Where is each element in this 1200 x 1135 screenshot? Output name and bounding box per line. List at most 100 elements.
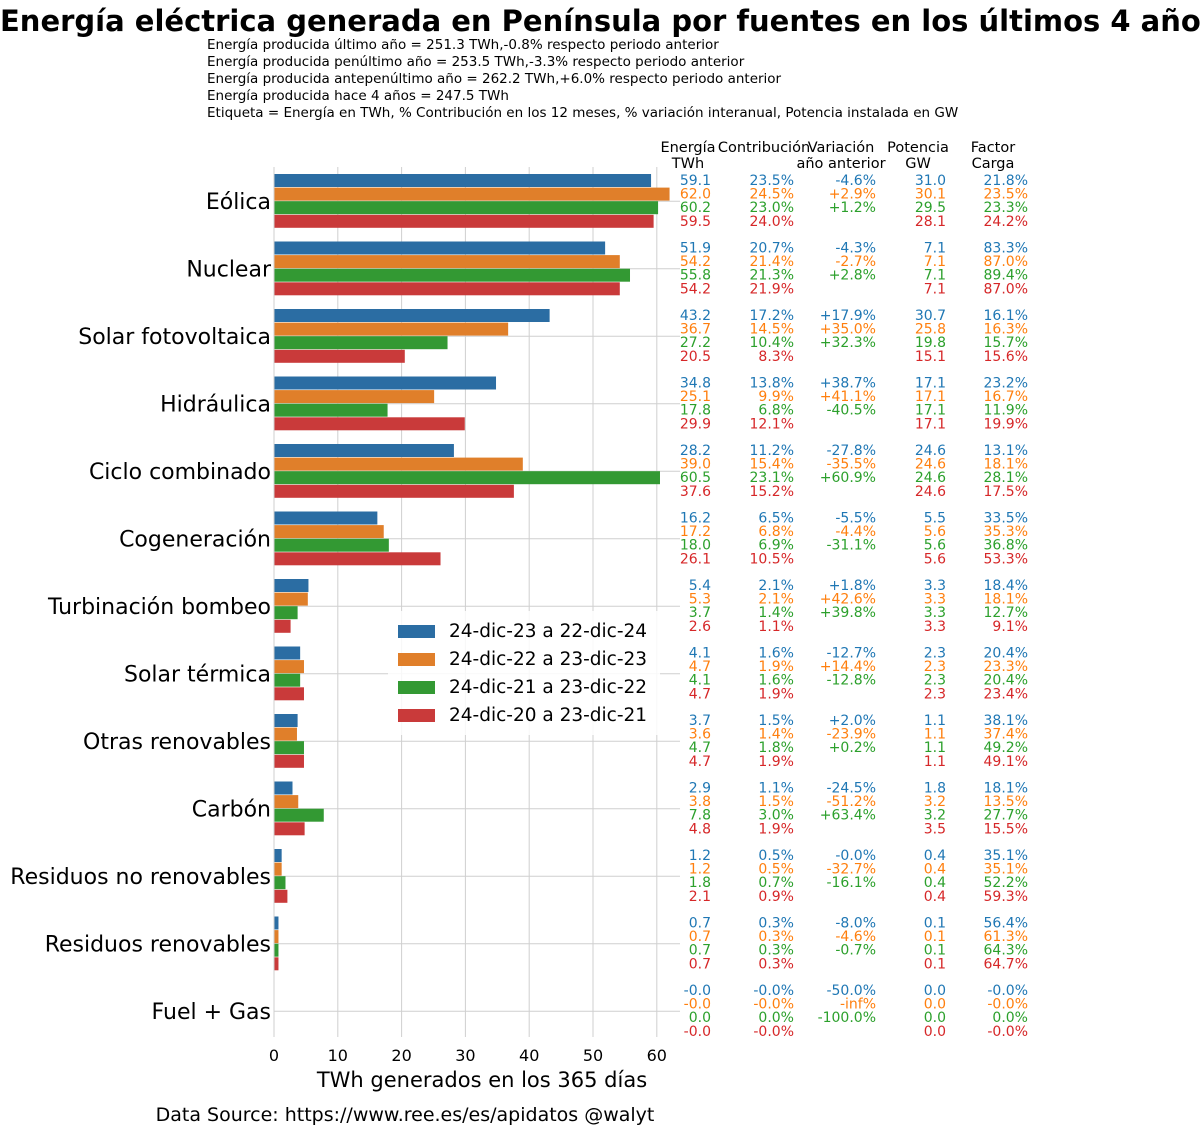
value-label: 15.5% (984, 821, 1028, 837)
legend-label: 24-dic-22 a 23-dic-23 (449, 648, 648, 670)
column-header: Variación (808, 140, 875, 156)
value-label: 19.8 (915, 335, 946, 351)
bar (274, 538, 389, 552)
value-label: 7.1 (924, 241, 946, 257)
subtitle-line: Energía producida último año = 251.3 TWh… (207, 37, 719, 53)
value-label: -50.0% (826, 983, 876, 999)
value-label: 60.5 (680, 470, 711, 486)
value-label: 29.5 (915, 200, 946, 216)
bar (274, 525, 384, 539)
bar (274, 268, 631, 282)
category-label: Fuel + Gas (152, 1000, 271, 1025)
value-label: 2.1% (758, 592, 794, 608)
column-header: Factor (971, 140, 1015, 156)
value-label: 3.6 (689, 727, 711, 743)
bar (274, 849, 282, 862)
bar (274, 754, 304, 768)
value-label: +39.8% (820, 605, 876, 621)
value-label: 15.4% (750, 457, 794, 473)
value-label: 6.5% (758, 511, 794, 527)
value-label: 0.1 (924, 956, 946, 972)
bar (274, 552, 441, 566)
category-label: Turbinación bombeo (47, 595, 271, 620)
chart-title: Energía eléctrica generada en Península … (0, 4, 1200, 38)
legend-label: 24-dic-20 a 23-dic-21 (449, 704, 648, 726)
value-label: 0.5% (758, 848, 794, 864)
category-label: Residuos renovables (45, 933, 271, 958)
value-label: 3.3 (924, 619, 946, 635)
bar (274, 174, 652, 187)
value-label: 37.4% (984, 727, 1028, 743)
value-label: 3.0% (758, 808, 794, 824)
value-label: -0.0% (987, 997, 1028, 1013)
value-label: 0.7 (689, 929, 711, 945)
bar (274, 943, 279, 957)
subtitle-line: Etiqueta = Energía en TWh, % Contribució… (207, 105, 959, 121)
legend-label: 24-dic-21 a 23-dic-22 (449, 676, 648, 698)
value-label: 23.3% (984, 659, 1028, 675)
value-label: 6.8% (758, 524, 794, 540)
value-label: -23.9% (826, 727, 876, 743)
value-label: 3.5 (924, 821, 946, 837)
value-label: 1.8 (689, 875, 711, 891)
value-label: 23.0% (750, 200, 794, 216)
value-label: 0.7% (758, 875, 794, 891)
value-label: +17.9% (820, 308, 876, 324)
value-label: -0.7% (835, 943, 876, 959)
x-tick-label: 0 (269, 1046, 279, 1065)
value-label: 17.2% (750, 308, 794, 324)
value-label: 39.0 (680, 457, 711, 473)
value-label: 35.3% (984, 524, 1028, 540)
value-label: -8.0% (835, 916, 876, 932)
value-label: -0.0% (753, 1024, 794, 1040)
value-label: 49.1% (984, 754, 1028, 770)
value-label: -24.5% (826, 781, 876, 797)
value-label: -5.5% (835, 511, 876, 527)
bar (274, 471, 660, 485)
value-label: 1.1% (758, 781, 794, 797)
value-label: 0.3% (758, 956, 794, 972)
value-label: +14.4% (820, 659, 876, 675)
value-label: -12.8% (826, 673, 876, 689)
x-tick-label: 20 (391, 1046, 411, 1065)
category-label: Nuclear (186, 258, 272, 283)
value-label: 24.6 (915, 470, 946, 486)
value-label: 0.1 (924, 929, 946, 945)
value-label: -inf% (840, 997, 876, 1013)
legend-item: 24-dic-21 a 23-dic-22 (398, 673, 647, 701)
data-source: Data Source: https://www.ree.es/es/apida… (155, 1104, 655, 1126)
value-label: 1.5% (758, 794, 794, 810)
bar (274, 889, 288, 903)
value-label: 87.0% (984, 281, 1028, 297)
value-label: 6.9% (758, 538, 794, 554)
value-label: 19.9% (984, 416, 1028, 432)
value-label: 13.1% (984, 443, 1028, 459)
value-label: +41.1% (820, 389, 876, 405)
bar (274, 349, 405, 363)
category-label: Eólica (206, 190, 271, 215)
value-label: 23.2% (984, 376, 1028, 392)
bar (274, 201, 659, 215)
value-label: 1.9% (758, 821, 794, 837)
x-tick-label: 10 (328, 1046, 348, 1065)
value-label: 0.7 (689, 956, 711, 972)
category-label: Otras renovables (83, 730, 271, 755)
value-label: 0.4 (924, 889, 946, 905)
value-label: 23.5% (750, 173, 794, 189)
value-label: +0.2% (829, 740, 876, 756)
value-label: 51.9 (680, 241, 711, 257)
value-label: -0.0% (835, 848, 876, 864)
value-label: +2.9% (829, 187, 876, 203)
bar (274, 403, 388, 417)
value-label: -27.8% (826, 443, 876, 459)
value-label: 5.6 (924, 551, 946, 567)
value-label: 0.0 (924, 1024, 946, 1040)
value-label: 4.7 (689, 659, 711, 675)
category-label: Ciclo combinado (89, 460, 271, 485)
value-label: 59.3% (984, 889, 1028, 905)
value-label: 1.9% (758, 754, 794, 770)
value-label: 59.1 (680, 173, 711, 189)
value-label: 2.6 (689, 619, 711, 635)
value-label: 1.1 (924, 713, 946, 729)
